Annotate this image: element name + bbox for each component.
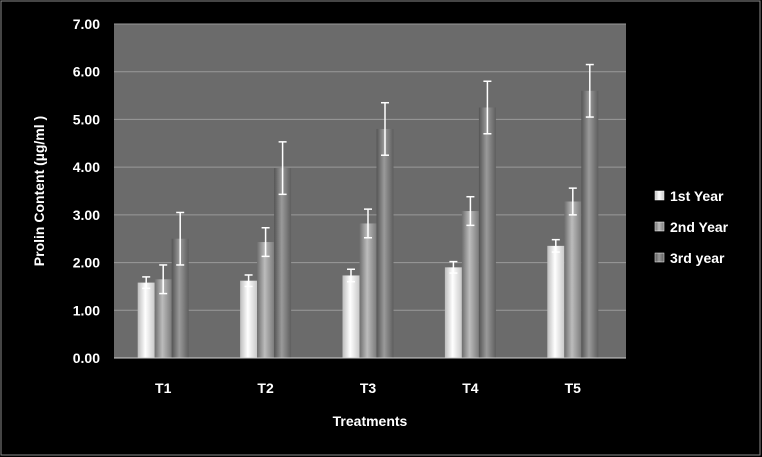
bar-t2-series-1 xyxy=(240,280,258,358)
bar-t1-series-1 xyxy=(137,282,155,358)
x-category-label: T5 xyxy=(565,380,582,396)
y-tick-label: 3.00 xyxy=(73,207,100,223)
legend-swatch xyxy=(654,221,665,232)
y-tick-label: 5.00 xyxy=(73,111,100,127)
x-category-label: T2 xyxy=(257,380,274,396)
y-tick-label: 1.00 xyxy=(73,302,100,318)
bar-t1-series-3 xyxy=(171,238,189,358)
y-tick-label: 4.00 xyxy=(73,159,100,175)
bar-t5-series-1 xyxy=(547,245,565,358)
y-tick-label: 2.00 xyxy=(73,255,100,271)
bar-t4-series-3 xyxy=(478,107,496,358)
bar-t2-series-3 xyxy=(274,168,292,358)
bar-t5-series-3 xyxy=(581,90,599,359)
bar-t4-series-2 xyxy=(461,211,479,358)
legend-swatch xyxy=(654,252,665,263)
bar-t1-series-2 xyxy=(154,279,172,358)
legend: 1st Year 2nd Year 3rd year xyxy=(654,188,729,266)
bar-t5-series-2 xyxy=(564,201,582,358)
bar-t3-series-3 xyxy=(376,128,394,358)
y-axis-title: Prolin Content (µg/ml ) xyxy=(31,116,47,266)
x-category-label: T4 xyxy=(462,380,479,396)
y-tick-label: 7.00 xyxy=(73,16,100,32)
bar-t4-series-1 xyxy=(444,267,462,358)
y-tick-label: 6.00 xyxy=(73,64,100,80)
y-tick-label: 0.00 xyxy=(73,350,100,366)
bar-t2-series-2 xyxy=(257,242,275,358)
x-category-label: T3 xyxy=(360,380,377,396)
legend-entry: 3rd year xyxy=(670,250,725,266)
legend-entry: 2nd Year xyxy=(670,219,729,235)
x-category-label: T1 xyxy=(155,380,172,396)
bar-t3-series-2 xyxy=(359,223,377,358)
bar-t3-series-1 xyxy=(342,275,360,358)
bars xyxy=(137,63,599,359)
x-axis-categories: T1 T2 T3 T4 T5 xyxy=(155,380,581,396)
legend-entry: 1st Year xyxy=(670,188,724,204)
x-axis-title: Treatments xyxy=(333,413,408,429)
legend-swatch xyxy=(654,190,665,201)
y-axis-ticks: 0.00 1.00 2.00 3.00 4.00 5.00 6.00 7.00 xyxy=(73,16,100,366)
